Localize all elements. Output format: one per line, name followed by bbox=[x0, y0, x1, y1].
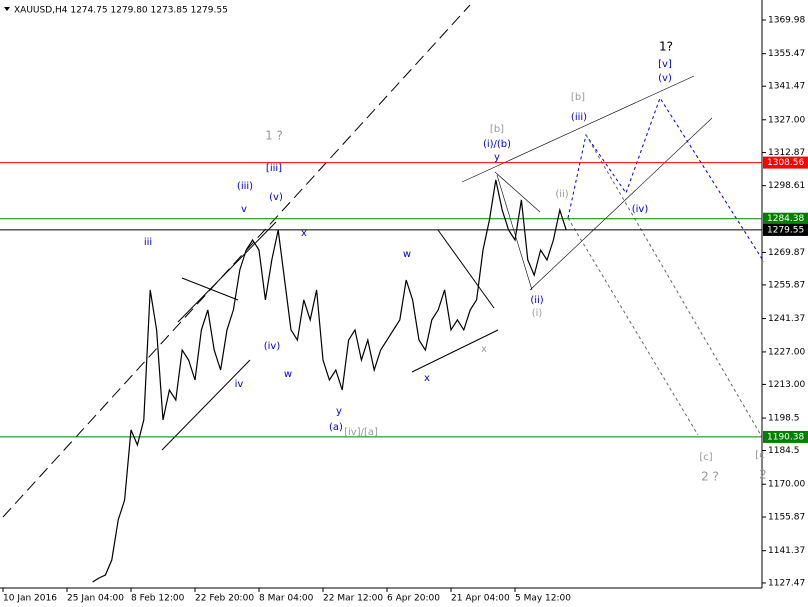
wave-label: w bbox=[284, 369, 292, 380]
wave-label: (i)/(b) bbox=[483, 139, 511, 150]
wave-label: (v) bbox=[269, 192, 283, 203]
x-tick-label: 5 May 12:00 bbox=[515, 594, 571, 604]
wave-label: (ii) bbox=[555, 189, 568, 200]
trendline bbox=[496, 174, 533, 291]
y-tick-label: 1198.5 bbox=[768, 414, 800, 424]
x-tick-label: 8 Feb 12:00 bbox=[131, 594, 185, 604]
y-tick-label: 1298.61 bbox=[768, 181, 805, 191]
x-tick-label: 22 Feb 20:00 bbox=[195, 594, 254, 604]
y-tick-label: 1312.87 bbox=[768, 148, 805, 158]
wave-label: x bbox=[481, 344, 487, 355]
wave-label: iv bbox=[235, 379, 244, 390]
y-tick-label: 1341.47 bbox=[768, 82, 805, 92]
wave-label: [v] bbox=[658, 59, 672, 70]
y-tick-label: 1155.87 bbox=[768, 513, 805, 523]
wave-label: (v) bbox=[658, 73, 672, 84]
wave-label: [b] bbox=[490, 124, 504, 135]
wave-label: [b] bbox=[571, 92, 585, 103]
wave-label: 1 ? bbox=[265, 129, 283, 143]
level-tag bbox=[763, 430, 808, 443]
wave-label: x bbox=[301, 228, 307, 239]
y-tick-label: 1141.37 bbox=[768, 546, 805, 556]
wave-label: x bbox=[424, 373, 430, 384]
y-tick-label: 1327.00 bbox=[768, 115, 805, 125]
wave-label: [iii] bbox=[266, 163, 282, 174]
level-tag bbox=[763, 223, 808, 236]
x-tick-label: 22 Mar 12:00 bbox=[323, 594, 383, 604]
wave-label: (a) bbox=[329, 422, 343, 433]
level-tag bbox=[763, 156, 808, 169]
y-tick-label: 1255.87 bbox=[768, 280, 805, 290]
y-tick-label: 1227.00 bbox=[768, 347, 805, 357]
wave-label: 2 ? bbox=[701, 470, 719, 484]
projection bbox=[585, 134, 763, 438]
wave-label: (iii) bbox=[571, 112, 587, 123]
level-label: 1308.56 bbox=[767, 158, 804, 168]
y-tick-label: 1213.00 bbox=[768, 380, 805, 390]
chart-title: XAUUSD,H4 1274.75 1279.80 1273.85 1279.5… bbox=[14, 6, 228, 16]
projection bbox=[567, 217, 699, 436]
wave-label: v bbox=[241, 204, 247, 215]
wave-label: (i) bbox=[532, 308, 543, 319]
wave-label: [c] bbox=[699, 452, 712, 463]
trendline bbox=[2, 4, 471, 518]
wave-label: (ii) bbox=[530, 295, 543, 306]
wave-label: 1? bbox=[659, 40, 673, 54]
trendline bbox=[529, 117, 713, 291]
trendline bbox=[461, 75, 695, 183]
menu-arrow[interactable] bbox=[4, 7, 10, 11]
x-tick-label: 8 Mar 04:00 bbox=[259, 594, 314, 604]
price-line bbox=[92, 179, 567, 583]
level-label: 1190.38 bbox=[767, 432, 804, 442]
wave-label: w bbox=[403, 249, 411, 260]
wave-label: iii bbox=[144, 237, 152, 248]
trendline bbox=[494, 171, 541, 213]
y-tick-label: 1355.47 bbox=[768, 49, 805, 59]
wave-label: y bbox=[494, 152, 500, 163]
trendline bbox=[177, 221, 277, 323]
y-tick-label: 1170.00 bbox=[768, 480, 805, 490]
wave-label: 2 bbox=[759, 468, 767, 482]
y-tick-label: 1241.37 bbox=[768, 314, 805, 324]
y-tick-label: 1369.98 bbox=[768, 16, 805, 26]
wave-label: (iv) bbox=[264, 341, 281, 352]
x-tick-label: 6 Apr 20:00 bbox=[387, 594, 440, 604]
wave-label: (iii) bbox=[237, 181, 253, 192]
y-tick-label: 1184.5 bbox=[768, 446, 800, 456]
x-tick-label: 21 Apr 04:00 bbox=[451, 594, 510, 604]
wave-label: [iv]/[a] bbox=[344, 427, 378, 438]
y-tick-label: 1269.87 bbox=[768, 248, 805, 258]
level-tag bbox=[763, 212, 808, 225]
trendline bbox=[161, 359, 251, 451]
x-tick-label: 10 Jan 2016 bbox=[3, 594, 57, 604]
y-tick-label: 1127.47 bbox=[768, 578, 805, 588]
wave-label: y bbox=[336, 406, 342, 417]
trendline bbox=[181, 277, 239, 301]
level-label: 1284.38 bbox=[767, 214, 804, 224]
x-tick-label: 25 Jan 04:00 bbox=[67, 594, 124, 604]
wave-label: [c bbox=[755, 450, 764, 461]
level-label: 1279.55 bbox=[767, 225, 804, 235]
trendline bbox=[437, 229, 495, 309]
trendline bbox=[411, 329, 499, 373]
wave-label: (iv) bbox=[632, 204, 649, 215]
